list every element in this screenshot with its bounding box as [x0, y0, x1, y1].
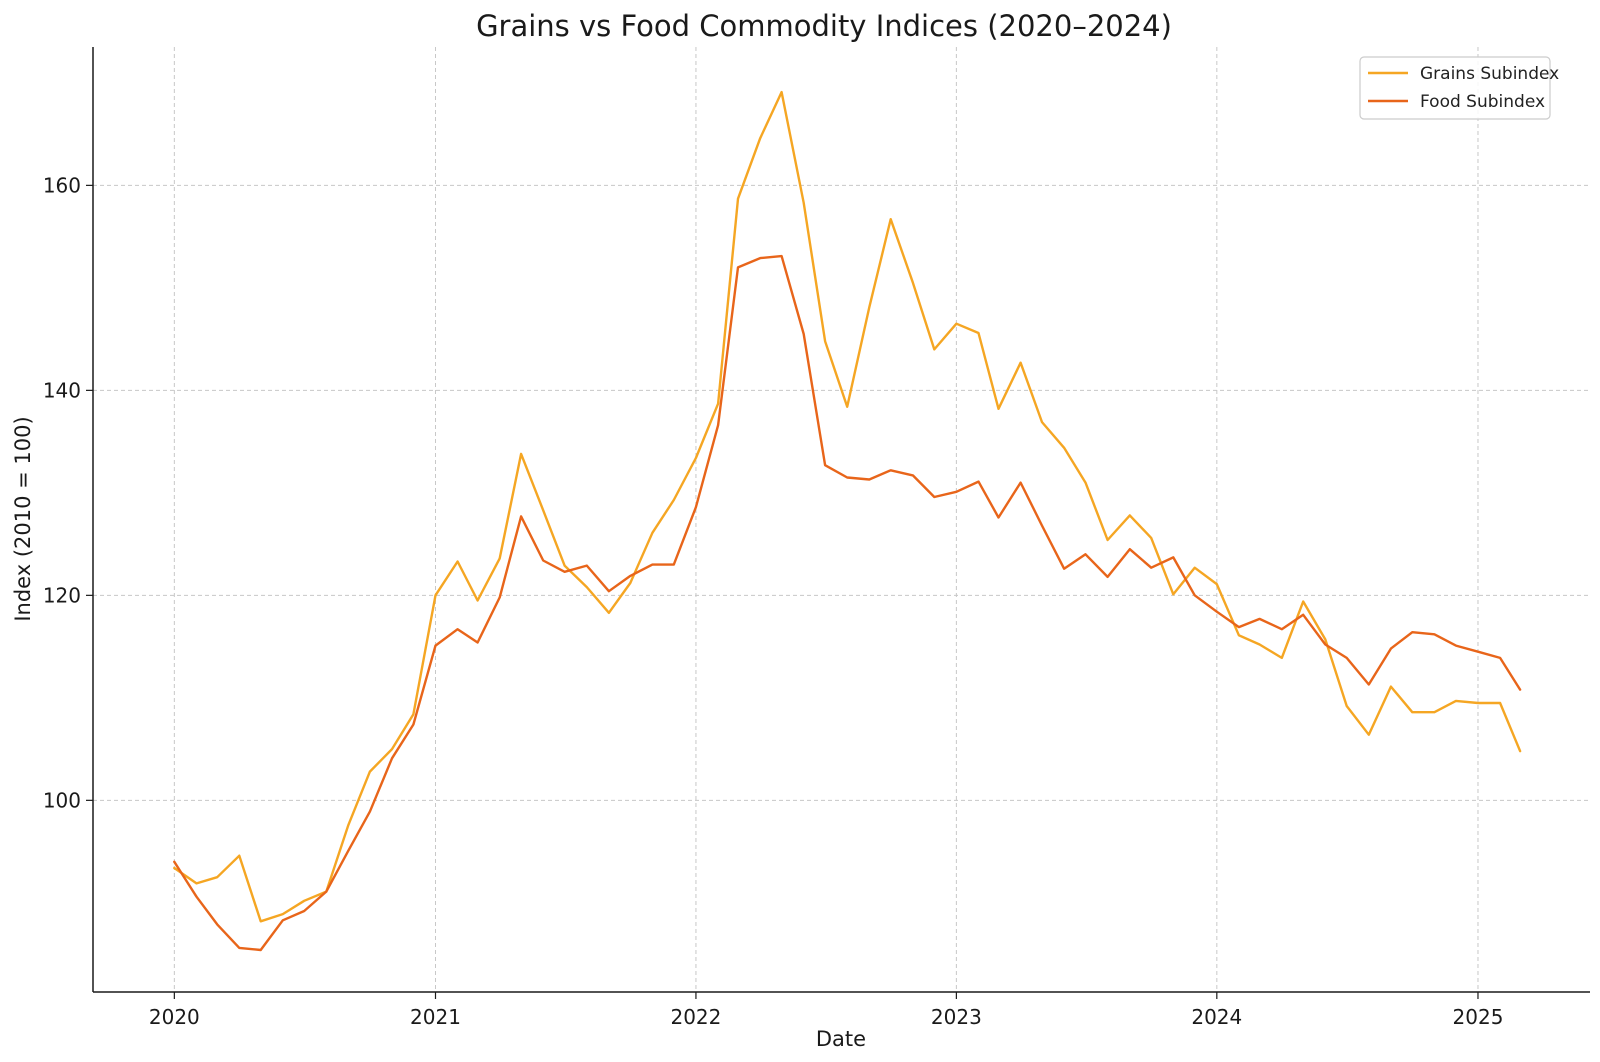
chart-title: Grains vs Food Commodity Indices (2020–2…	[476, 9, 1172, 43]
y-tick-label: 140	[43, 378, 81, 402]
legend-label: Grains Subindex	[1420, 64, 1559, 84]
series-layer	[173, 90, 1522, 952]
x-tick-label: 2022	[670, 1005, 721, 1029]
x-tick-label: 2025	[1453, 1005, 1504, 1029]
series-line-food	[173, 254, 1522, 952]
x-tick-label: 2021	[410, 1005, 461, 1029]
legend-label: Food Subindex	[1420, 92, 1545, 112]
y-tick-label: 120	[43, 583, 81, 607]
y-ticks: 100 120 140 160	[43, 173, 93, 812]
y-tick-label: 100	[43, 788, 81, 812]
axes	[92, 47, 1590, 993]
gridlines	[93, 47, 1590, 992]
x-tick-label: 2020	[149, 1005, 200, 1029]
y-tick-label: 160	[43, 173, 81, 197]
x-tick-label: 2023	[931, 1005, 982, 1029]
legend: Grains Subindex Food Subindex	[1359, 56, 1559, 120]
y-axis-title: Index (2010 = 100)	[11, 416, 35, 621]
x-tick-label: 2024	[1191, 1005, 1242, 1029]
x-ticks: 2020 2021 2022 2023 2024 2025	[149, 992, 1504, 1029]
x-axis-title: Date	[816, 1027, 866, 1051]
